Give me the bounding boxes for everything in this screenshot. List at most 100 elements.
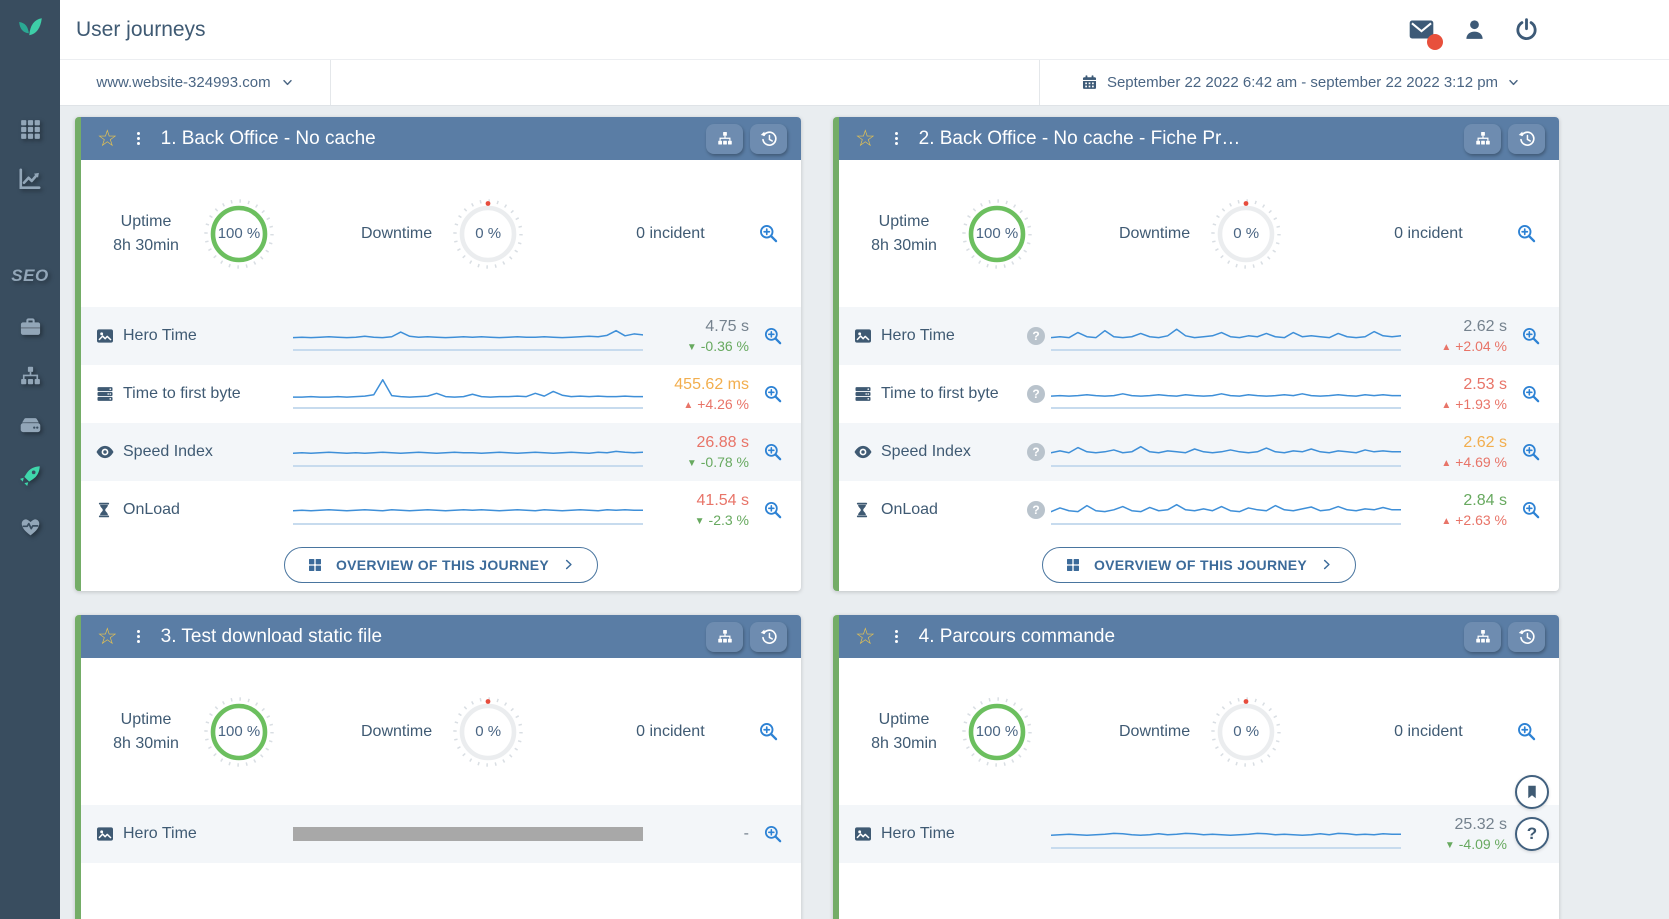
history-button[interactable]: [750, 621, 787, 652]
metric-row-hero-time: Hero Time 4.75 s ▼ -0.36 %: [81, 307, 801, 365]
sparkline-chart: [1051, 493, 1401, 527]
history-button[interactable]: [1508, 123, 1545, 154]
journey-card-header: ☆ 1. Back Office - No cache: [81, 117, 801, 160]
zoom-in-icon[interactable]: [1521, 326, 1541, 346]
favorite-star-icon[interactable]: ☆: [855, 623, 876, 649]
trend-arrow-icon: ▲: [1441, 342, 1452, 354]
date-range-selector[interactable]: September 22 2022 6:42 am - september 22…: [1040, 60, 1669, 105]
zoom-in-icon[interactable]: [763, 326, 783, 346]
heart-pulse-icon: [18, 514, 43, 539]
website-selector[interactable]: www.website-324993.com: [60, 60, 331, 105]
uptime-value: 100 %: [217, 225, 261, 242]
chevron-down-icon: [1507, 76, 1520, 89]
metric-row-onload: OnLoad? 2.84 s ▲ +2.63 %: [839, 481, 1559, 539]
journey-title: 4. Parcours commande: [918, 625, 1116, 647]
zoom-in-icon[interactable]: [1516, 721, 1537, 742]
metric-row-ttfb: Time to first byte 455.62 ms ▲ +4.26 %: [81, 365, 801, 423]
messages-button[interactable]: [1408, 16, 1443, 50]
favorite-star-icon[interactable]: ☆: [97, 623, 118, 649]
scenario-steps-button[interactable]: [706, 123, 743, 154]
topbar-icons: [1408, 16, 1539, 50]
zoom-in-icon[interactable]: [758, 721, 779, 742]
header-actions: [706, 621, 787, 652]
sparkline-chart: [1051, 319, 1401, 353]
metric-values: 25.32 s ▼ -4.09 %: [1415, 814, 1507, 854]
app-logo[interactable]: [0, 0, 60, 60]
scenario-steps-button[interactable]: [1464, 123, 1501, 154]
sidebar-item-toolbox[interactable]: [0, 313, 60, 339]
help-icon[interactable]: ?: [1027, 385, 1045, 403]
uptime-label: Uptime 8h 30min: [113, 212, 179, 254]
drag-handle-icon[interactable]: [888, 628, 905, 645]
zoom-in-icon[interactable]: [758, 223, 779, 244]
account-button[interactable]: [1462, 17, 1487, 42]
favorite-star-icon[interactable]: ☆: [97, 125, 118, 151]
downtime-label: Downtime: [361, 224, 433, 242]
seo-label: SEO: [11, 266, 49, 285]
help-icon[interactable]: ?: [1027, 443, 1045, 461]
scenario-steps-button[interactable]: [1464, 621, 1501, 652]
metric-row-onload: OnLoad 41.54 s ▼ -2.3 %: [81, 481, 801, 539]
overview-journey-button[interactable]: OVERVIEW OF THIS JOURNEY: [1041, 546, 1357, 583]
help-icon[interactable]: ?: [1027, 327, 1045, 345]
uptime-label: Uptime 8h 30min: [871, 212, 937, 254]
sidebar-item-dashboard[interactable]: [0, 116, 60, 142]
zoom-in-icon[interactable]: [763, 384, 783, 404]
history-icon: [1518, 628, 1536, 646]
drag-handle-icon[interactable]: [130, 628, 147, 645]
zoom-in-icon[interactable]: [1516, 223, 1537, 244]
overview-journey-button[interactable]: OVERVIEW OF THIS JOURNEY: [283, 546, 599, 583]
drag-handle-icon[interactable]: [888, 130, 905, 147]
journey-card-header: ☆ 2. Back Office - No cache - Fiche Pr…: [839, 117, 1559, 160]
history-button[interactable]: [750, 123, 787, 154]
metric-values: 2.62 s ▲ +2.04 %: [1415, 316, 1507, 356]
trend-arrow-icon: ▲: [1441, 516, 1452, 528]
sidebar-item-seo[interactable]: SEO: [0, 263, 60, 289]
briefcase-icon: [18, 314, 43, 339]
website-name: www.website-324993.com: [96, 74, 271, 91]
sidebar-item-server[interactable]: [0, 413, 60, 439]
calendar-icon: [1081, 74, 1098, 91]
sidebar-item-user-journeys[interactable]: [0, 463, 60, 489]
zoom-in-icon[interactable]: [763, 442, 783, 462]
filter-bar: www.website-324993.com September 22 2022…: [60, 60, 1669, 106]
header-actions: [1464, 123, 1545, 154]
journey-card-2: ☆ 2. Back Office - No cache - Fiche Pr… …: [833, 117, 1559, 591]
downtime-value: 0 %: [1233, 723, 1260, 740]
history-button[interactable]: [1508, 621, 1545, 652]
metric-delta: ▼ -2.3 %: [694, 512, 749, 529]
trend-arrow-icon: ▲: [1441, 400, 1452, 412]
zoom-in-icon[interactable]: [1521, 500, 1541, 520]
header-actions: [706, 123, 787, 154]
drag-handle-icon[interactable]: [130, 130, 147, 147]
zoom-in-icon[interactable]: [1521, 442, 1541, 462]
zoom-in-icon[interactable]: [1521, 384, 1541, 404]
scenario-steps-button[interactable]: [706, 621, 743, 652]
sidebar-item-sitemap[interactable]: [0, 363, 60, 389]
sidebar-item-health[interactable]: [0, 513, 60, 539]
card-filler: [81, 863, 801, 919]
downtime-gauge: 0 %: [452, 198, 524, 270]
help-button[interactable]: ?: [1515, 817, 1549, 851]
bookmark-button[interactable]: [1515, 775, 1549, 809]
summary-row: Uptime 8h 30min 100 % Downtime 0 % 0 inci…: [81, 160, 801, 307]
journey-grid: ☆ 1. Back Office - No cache Uptime 8h 30m…: [75, 117, 1669, 919]
favorite-star-icon[interactable]: ☆: [855, 125, 876, 151]
metric-label: Hero Time: [123, 327, 197, 344]
help-icon[interactable]: ?: [1027, 501, 1045, 519]
metric-row-speed-index: Speed Index 26.88 s ▼ -0.78 %: [81, 423, 801, 481]
bookmark-icon: [1524, 784, 1540, 800]
zoom-in-icon[interactable]: [763, 824, 783, 844]
metric-value: 4.75 s: [705, 317, 749, 335]
metric-label: Time to first byte: [123, 385, 241, 402]
logout-button[interactable]: [1514, 17, 1539, 42]
metric-row-hero-time: Hero Time 25.32 s ▼ -4.09 %: [839, 805, 1559, 863]
sparkline-chart: [293, 435, 643, 469]
metric-value: 2.84 s: [1463, 491, 1507, 509]
metric-value: 2.53 s: [1463, 375, 1507, 393]
zoom-in-icon[interactable]: [763, 500, 783, 520]
power-icon: [1514, 17, 1539, 42]
uptime-value: 100 %: [217, 723, 261, 740]
sidebar-item-analytics[interactable]: [0, 166, 60, 192]
server-list-icon: [95, 384, 115, 404]
